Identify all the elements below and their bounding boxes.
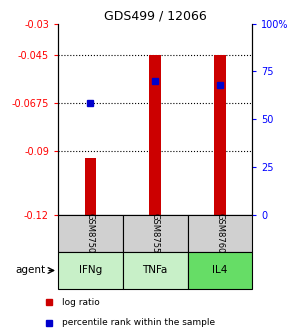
Text: IL4: IL4 <box>212 265 228 276</box>
Text: GSM8755: GSM8755 <box>151 213 160 254</box>
Bar <box>123 252 188 289</box>
Bar <box>123 215 188 252</box>
Text: GSM8750: GSM8750 <box>86 213 95 254</box>
Text: IFNg: IFNg <box>79 265 102 276</box>
Bar <box>188 215 252 252</box>
Bar <box>85 158 96 215</box>
Text: GSM8760: GSM8760 <box>215 213 224 254</box>
Title: GDS499 / 12066: GDS499 / 12066 <box>104 9 206 23</box>
Text: agent: agent <box>15 265 45 276</box>
Text: log ratio: log ratio <box>62 298 99 307</box>
Bar <box>149 55 161 215</box>
Bar <box>58 252 123 289</box>
Bar <box>214 55 226 215</box>
Text: percentile rank within the sample: percentile rank within the sample <box>62 318 215 327</box>
Bar <box>188 252 252 289</box>
Text: TNFa: TNFa <box>142 265 168 276</box>
Bar <box>58 215 123 252</box>
